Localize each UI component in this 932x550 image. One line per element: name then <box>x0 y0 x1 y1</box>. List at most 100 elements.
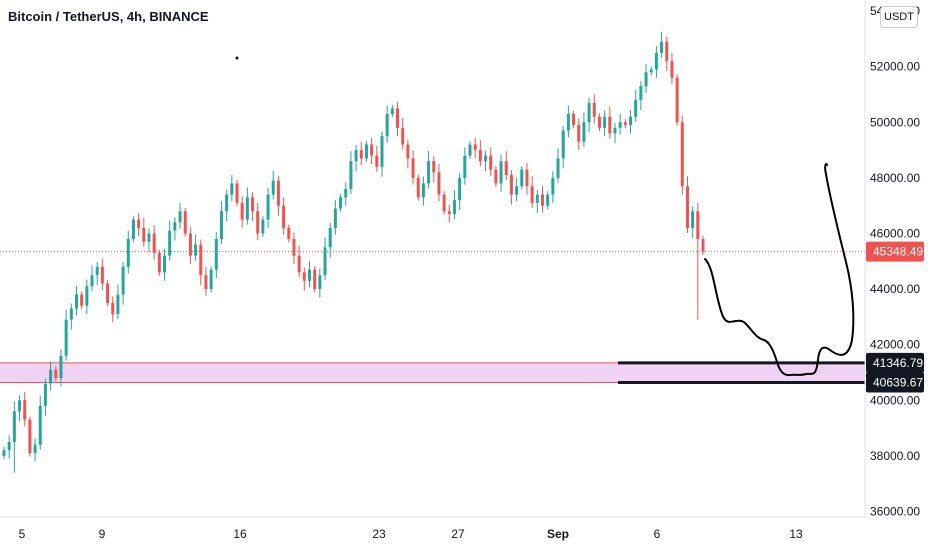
candle-body <box>178 211 182 223</box>
candle-body <box>100 266 104 284</box>
candle-body <box>126 239 130 267</box>
candle-body <box>525 169 529 187</box>
candle-body <box>313 269 317 290</box>
candle-body <box>499 161 503 184</box>
support-zone <box>0 362 865 383</box>
candle-body <box>613 127 617 134</box>
candle-body <box>168 230 172 256</box>
candle-body <box>23 400 27 420</box>
candle-body <box>452 200 456 215</box>
candle-body <box>297 255 301 273</box>
candle-body <box>660 41 664 53</box>
candle-body <box>359 150 363 159</box>
candle-body <box>225 194 229 212</box>
candle-body <box>380 136 384 167</box>
candle-body <box>406 144 410 159</box>
candle-body <box>484 155 488 162</box>
candle-body <box>458 177 462 201</box>
candle-body <box>437 172 441 195</box>
candle-body <box>691 211 695 228</box>
candle-body <box>328 227 332 248</box>
candle-body <box>390 108 394 114</box>
candle-body <box>670 61 674 78</box>
level-bottom-label: 40639.67 <box>873 375 923 389</box>
candle-body <box>540 194 544 206</box>
candle-body <box>685 186 689 228</box>
price-tick-label: 52000.00 <box>870 60 920 74</box>
candle-body <box>38 405 42 445</box>
candle-body <box>152 233 156 253</box>
candle-body <box>18 400 22 412</box>
candle-body <box>556 158 560 178</box>
candle-body <box>473 144 477 151</box>
candle-body <box>442 194 446 212</box>
candle-body <box>116 294 120 315</box>
price-tick-label: 50000.00 <box>870 115 920 129</box>
candle-body <box>271 180 275 195</box>
candle-body <box>551 177 555 195</box>
candle-body <box>432 161 436 173</box>
price-tick-label: 48000.00 <box>870 171 920 185</box>
candle-body <box>74 294 78 309</box>
candle-body <box>582 122 586 142</box>
price-tick-label: 40000.00 <box>870 393 920 407</box>
candle-body <box>28 419 32 454</box>
candle-body <box>276 180 280 206</box>
last-price-tag: 45348.49 <box>866 241 924 262</box>
candle-body <box>292 239 296 256</box>
time-tick-label: 6 <box>654 527 661 541</box>
candle-body <box>401 127 405 145</box>
price-tick-label: 46000.00 <box>870 226 920 240</box>
candle-body <box>675 77 679 123</box>
currency-badge[interactable]: USDT <box>880 6 918 28</box>
candle-body <box>33 444 37 454</box>
candle-body <box>478 150 482 162</box>
candle-body <box>204 275 208 290</box>
candle-body <box>333 208 337 228</box>
candle-body <box>354 150 358 162</box>
candle-body <box>701 239 705 252</box>
level-top-label: 41346.79 <box>873 356 923 370</box>
time-tick-label: 9 <box>99 527 106 541</box>
candle-body <box>634 100 638 117</box>
time-tick-label: 27 <box>451 527 465 541</box>
candle-body <box>131 219 135 240</box>
candle-body <box>95 266 99 276</box>
time-tick-label: Sep <box>547 527 569 541</box>
stray-dot <box>235 56 239 60</box>
candle-body <box>49 369 53 384</box>
candle-body <box>349 161 353 190</box>
candle-body <box>318 275 322 290</box>
candle-body <box>90 275 94 287</box>
chart-title: Bitcoin / TetherUS, 4h, BINANCE <box>8 9 209 24</box>
level-top-tag: 41346.79 <box>866 352 924 373</box>
candle-body <box>235 183 239 203</box>
candle-body <box>188 233 192 256</box>
price-tick-label: 42000.00 <box>870 338 920 352</box>
candle-body <box>183 211 187 234</box>
candle-body <box>43 383 47 406</box>
candle-body <box>639 86 643 101</box>
candle-body <box>307 269 311 281</box>
time-scale[interactable]: 5 9 16 23 27 Sep 6 13 <box>19 527 803 541</box>
candle-body <box>256 211 260 234</box>
candle-body <box>385 113 389 137</box>
candle-body <box>411 158 415 178</box>
candle-body <box>344 189 348 198</box>
candle-body <box>566 113 570 131</box>
time-tick-label: 5 <box>19 527 26 541</box>
candle-body <box>649 69 653 73</box>
candle-body <box>54 369 58 379</box>
candle-body <box>447 211 451 215</box>
candle-body <box>339 197 343 209</box>
price-tick-label: 38000.00 <box>870 449 920 463</box>
candle-body <box>592 102 596 117</box>
candle-body <box>209 269 213 290</box>
hand-drawn-projection[interactable] <box>704 163 855 377</box>
candles <box>2 31 705 473</box>
price-tick-label: 36000.00 <box>870 504 920 518</box>
candle-body <box>665 41 669 62</box>
candle-body <box>219 211 223 240</box>
candle-body <box>509 175 513 195</box>
